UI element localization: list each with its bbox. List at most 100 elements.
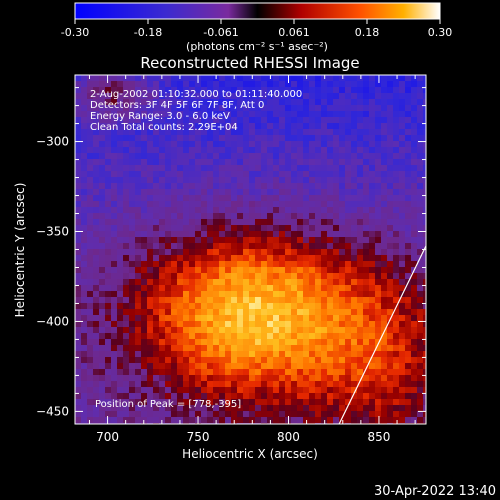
heatmap-cell (87, 153, 94, 160)
heatmap-cell (255, 237, 262, 244)
heatmap-cell (111, 177, 118, 184)
heatmap-cell (189, 255, 196, 262)
heatmap-cell (411, 249, 418, 256)
heatmap-cell (333, 327, 340, 334)
heatmap-cell (309, 255, 316, 262)
heatmap-cell (339, 213, 346, 220)
heatmap-cell (369, 189, 376, 196)
heatmap-cell (225, 375, 232, 382)
heatmap-cell (189, 153, 196, 160)
heatmap-cell (213, 213, 220, 220)
heatmap-cell (219, 99, 226, 106)
heatmap-cell (261, 213, 268, 220)
heatmap-cell (243, 219, 250, 226)
heatmap-cell (105, 159, 112, 166)
heatmap-cell (237, 339, 244, 346)
heatmap-cell (153, 339, 160, 346)
heatmap-cell (171, 123, 178, 130)
heatmap-cell (315, 171, 322, 178)
heatmap-cell (369, 165, 376, 172)
heatmap-cell (267, 99, 274, 106)
heatmap-cell (417, 165, 424, 172)
heatmap-cell (117, 387, 124, 394)
heatmap-cell (345, 93, 352, 100)
heatmap-cell (135, 261, 142, 268)
heatmap-cell (321, 183, 328, 190)
heatmap-cell (111, 369, 118, 376)
heatmap-cell (225, 243, 232, 250)
heatmap-cell (135, 309, 142, 316)
heatmap-cell (153, 315, 160, 322)
heatmap-cell (123, 219, 130, 226)
heatmap-cell (369, 321, 376, 328)
heatmap-cell (339, 99, 346, 106)
heatmap-cell (111, 147, 118, 154)
heatmap-cell (87, 183, 94, 190)
heatmap-cell (411, 135, 418, 142)
heatmap-cell (279, 243, 286, 250)
heatmap-cell (417, 387, 424, 394)
heatmap-cell (99, 153, 106, 160)
heatmap-cell (93, 105, 100, 112)
heatmap-cell (153, 309, 160, 316)
heatmap-cell (99, 183, 106, 190)
heatmap-cell (267, 93, 274, 100)
heatmap-cell (81, 303, 88, 310)
heatmap-cell (261, 279, 268, 286)
heatmap-cell (399, 165, 406, 172)
heatmap-cell (309, 123, 316, 130)
heatmap-cell (333, 393, 340, 400)
y-axis-label: Heliocentric Y (arcsec) (13, 183, 27, 318)
heatmap-cell (75, 279, 82, 286)
heatmap-cell (123, 339, 130, 346)
heatmap-cell (369, 141, 376, 148)
heatmap-cell (333, 381, 340, 388)
heatmap-cell (267, 117, 274, 124)
heatmap-cell (123, 417, 130, 424)
heatmap-cell (333, 189, 340, 196)
heatmap-cell (147, 387, 154, 394)
heatmap-cell (93, 285, 100, 292)
heatmap-cell (309, 339, 316, 346)
heatmap-cell (99, 369, 106, 376)
heatmap-cell (213, 363, 220, 370)
heatmap-cell (111, 417, 118, 424)
heatmap-cell (153, 417, 160, 424)
heatmap-cell (99, 219, 106, 226)
heatmap-cell (405, 363, 412, 370)
heatmap-cell (213, 399, 220, 406)
heatmap-cell (189, 213, 196, 220)
heatmap-cell (201, 351, 208, 358)
heatmap-cell (321, 165, 328, 172)
heatmap-cell (393, 327, 400, 334)
heatmap-cell (375, 381, 382, 388)
heatmap-cell (291, 111, 298, 118)
heatmap-cell (321, 273, 328, 280)
heatmap-cell (297, 201, 304, 208)
heatmap-cell (399, 99, 406, 106)
heatmap-cell (231, 219, 238, 226)
heatmap-cell (93, 357, 100, 364)
heatmap-cell (375, 135, 382, 142)
heatmap-cell (423, 351, 426, 358)
heatmap-cell (105, 207, 112, 214)
heatmap-cell (423, 195, 426, 202)
heatmap-cell (177, 363, 184, 370)
heatmap-cell (201, 75, 208, 82)
heatmap-cell (261, 405, 268, 412)
heatmap-cell (135, 195, 142, 202)
heatmap-cell (201, 135, 208, 142)
heatmap-cell (321, 267, 328, 274)
heatmap-cell (165, 381, 172, 388)
heatmap-cell (351, 405, 358, 412)
heatmap-cell (93, 93, 100, 100)
heatmap-cell (195, 207, 202, 214)
heatmap-cell (423, 135, 426, 142)
heatmap-cell (381, 147, 388, 154)
heatmap-cell (303, 315, 310, 322)
heatmap-cell (177, 177, 184, 184)
heatmap-cell (201, 213, 208, 220)
heatmap-cell (231, 153, 238, 160)
heatmap-cell (405, 255, 412, 262)
heatmap-cell (333, 405, 340, 412)
